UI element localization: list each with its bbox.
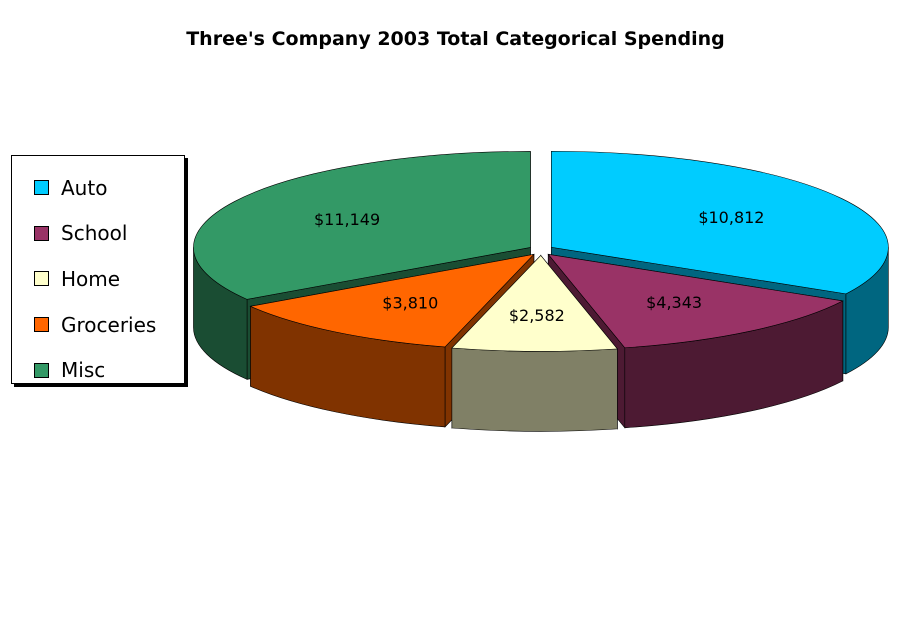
legend-label-misc: Misc [61, 358, 106, 383]
legend-swatch-auto [34, 180, 49, 196]
slice-tops [193, 150, 889, 352]
legend-label-auto: Auto [61, 175, 108, 200]
legend-item-misc: Misc [12, 347, 184, 393]
slice-misc [193, 151, 531, 300]
slice-home [451, 254, 618, 352]
slice-school [547, 253, 844, 349]
legend-item-auto: Auto [12, 165, 184, 211]
legend-swatch-home [34, 271, 49, 287]
slice-label-misc: $11,149 [314, 210, 380, 229]
chart-title: Three's Company 2003 Total Categorical S… [186, 28, 725, 50]
slice-labels: $10,812 $4,343 $2,582 $3,810 $11,149 [314, 208, 765, 325]
slice-label-school: $4,343 [646, 293, 702, 312]
legend-label-school: School [61, 221, 128, 246]
slice-label-home: $2,582 [509, 306, 565, 325]
slice-auto [551, 150, 889, 295]
legend-item-groceries: Groceries [12, 302, 184, 348]
slice-label-auto: $10,812 [698, 208, 764, 227]
legend-swatch-school [34, 225, 49, 241]
legend-swatch-misc [34, 362, 49, 378]
slice-label-groceries: $3,810 [382, 293, 438, 312]
legend-swatch-groceries [34, 317, 49, 333]
legend: Auto School Home Groceries Misc [11, 155, 185, 384]
legend-item-school: School [12, 211, 184, 257]
legend-item-home: Home [12, 256, 184, 302]
slice-side-outer-home [451, 347, 618, 432]
slice-groceries [249, 253, 535, 348]
legend-label-home: Home [61, 266, 121, 291]
legend-label-groceries: Groceries [61, 312, 157, 337]
